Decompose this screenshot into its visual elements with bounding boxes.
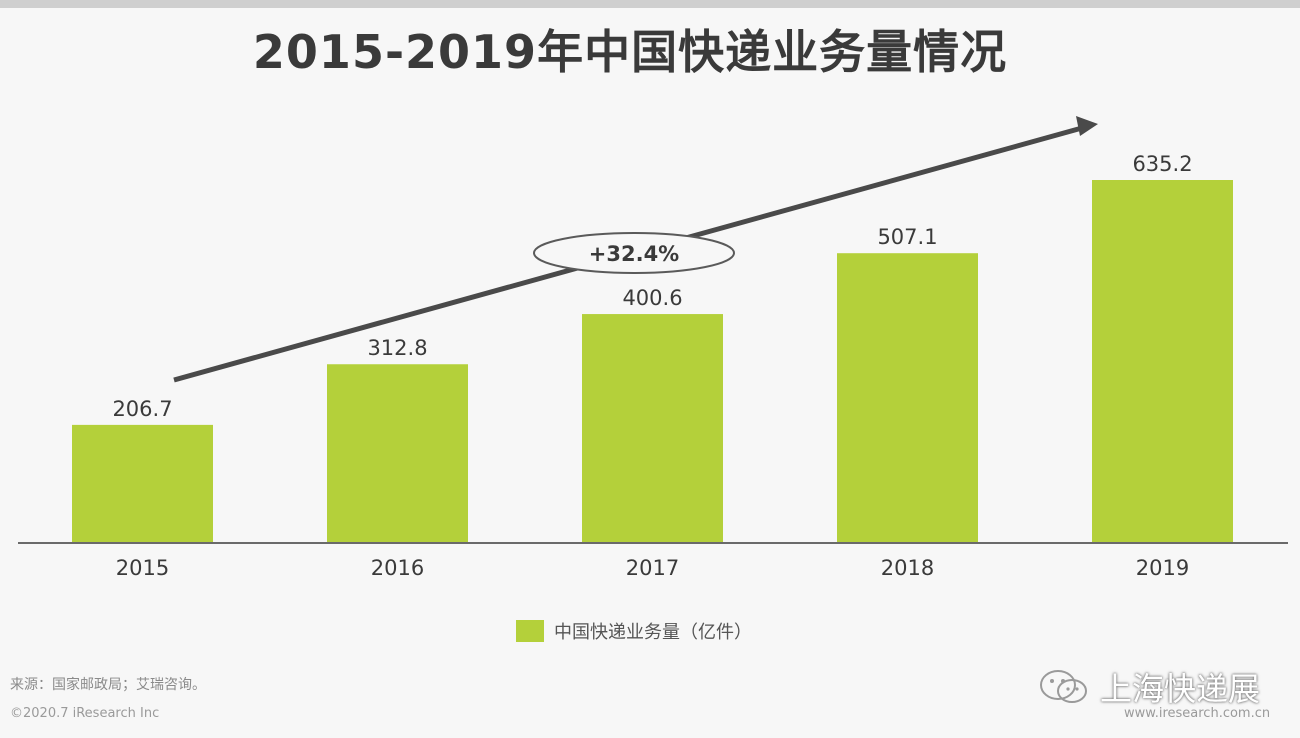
legend-swatch — [516, 620, 544, 642]
bar-2015 — [72, 424, 213, 543]
x-tick-2015: 2015 — [116, 556, 169, 580]
watermark-text: 上海快递展 — [1100, 670, 1261, 708]
x-tick-2019: 2019 — [1136, 556, 1189, 580]
legend: 中国快递业务量（亿件） — [516, 618, 752, 644]
chart-title: 2015-2019年中国快递业务量情况 — [252, 25, 1008, 79]
data-label-2017: 400.6 — [622, 286, 682, 310]
data-label-2015: 206.7 — [112, 397, 172, 421]
growth-ellipse — [533, 232, 735, 274]
growth-label: +32.4% — [589, 242, 679, 266]
data-label-2019: 635.2 — [1132, 152, 1192, 176]
x-tick-2018: 2018 — [881, 556, 934, 580]
bars-layer — [72, 180, 1233, 544]
source-note: 来源：国家邮政局；艾瑞咨询。 — [10, 677, 206, 693]
copyright-note: ©2020.7 iResearch Inc — [10, 706, 160, 721]
top-rule — [0, 0, 1300, 8]
legend-label: 中国快递业务量（亿件） — [554, 622, 752, 643]
data-label-2018: 507.1 — [877, 225, 937, 249]
arrow-head — [1076, 116, 1098, 136]
ticks-layer: 2015 2016 2017 2018 2019 — [116, 556, 1189, 580]
bar-2016 — [327, 364, 468, 543]
data-label-2016: 312.8 — [367, 336, 427, 360]
bar-2017 — [582, 314, 723, 543]
growth-annotation: +32.4% — [533, 232, 735, 274]
site-url: www.iresearch.com.cn — [1124, 706, 1271, 721]
labels-layer: 206.7 312.8 400.6 507.1 635.2 — [112, 152, 1192, 421]
wechat-logo-icon — [1040, 670, 1087, 703]
bar-2019 — [1092, 180, 1233, 543]
bar-2018 — [837, 253, 978, 544]
watermark: 上海快递展 — [1036, 664, 1260, 710]
x-tick-2016: 2016 — [371, 556, 424, 580]
x-tick-2017: 2017 — [626, 556, 679, 580]
